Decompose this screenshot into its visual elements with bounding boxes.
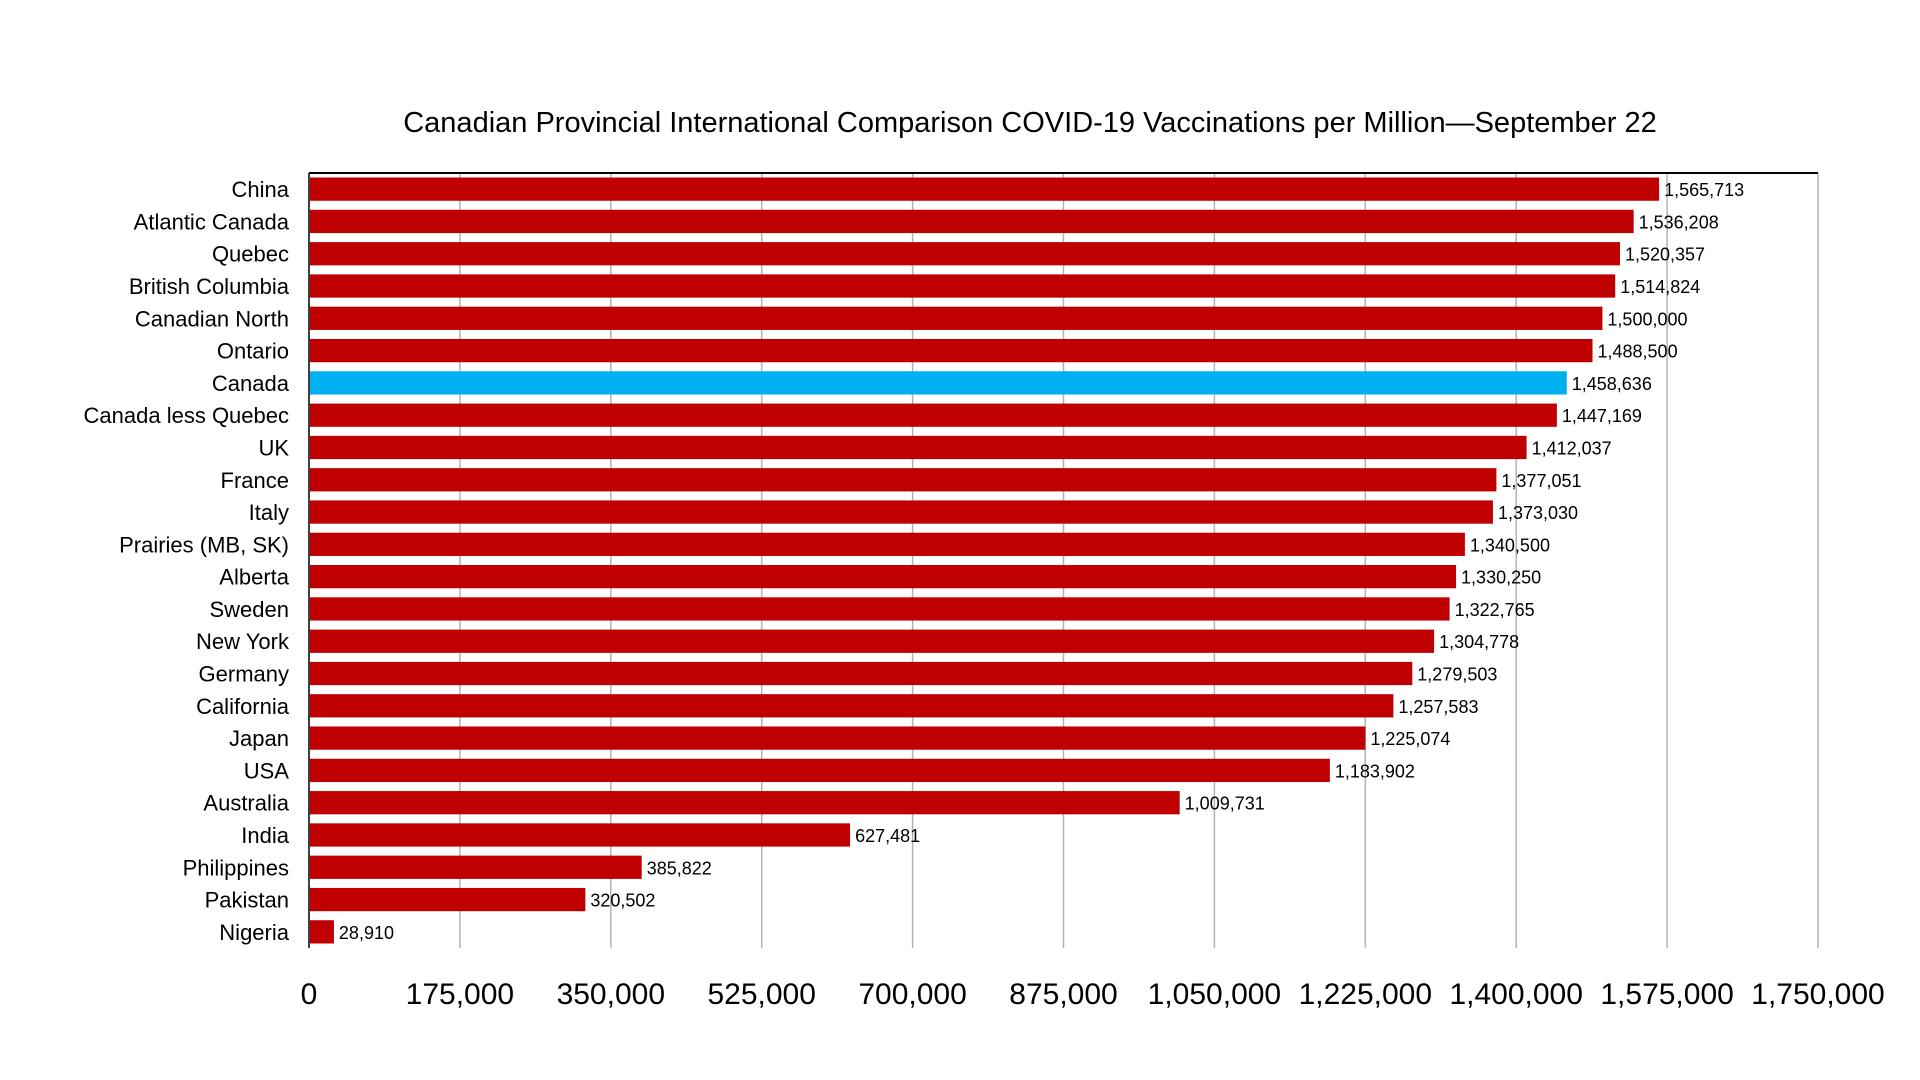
bar-italy [310,500,1493,524]
gridlines [308,172,1819,948]
bar-british-columbia [310,274,1616,298]
data-label: 1,009,731 [1185,794,1265,814]
data-label: 1,373,030 [1498,503,1578,523]
x-tick-labels: 0 175,000 350,000 525,000 700,000 875,000 1,05… [301,978,1885,1011]
data-label: 1,183,902 [1335,761,1415,781]
data-label: 1,447,169 [1562,406,1642,426]
category-label: Sweden [209,597,289,622]
data-label: 1,536,208 [1639,212,1719,232]
category-label: California [196,694,290,719]
data-labels: 1,565,713 1,536,208 1,520,357 1,514,824 1,50… [339,180,1744,943]
bar-canadian-north [310,306,1603,330]
bar-japan [310,726,1366,750]
category-label: China [232,177,290,202]
chart-title: Canadian Provincial International Compar… [403,107,1657,139]
x-tick-label: 1,050,000 [1148,978,1281,1011]
category-label: Germany [199,662,289,687]
bar-india [310,823,851,847]
x-tick-label: 1,400,000 [1449,978,1582,1011]
data-label: 1,500,000 [1607,309,1687,329]
x-tick-label: 700,000 [858,978,966,1011]
data-label: 1,322,765 [1455,600,1535,620]
bar-sweden [310,597,1450,621]
data-label: 1,340,500 [1470,535,1550,555]
bar-nigeria [310,920,334,944]
bar-uk [310,435,1527,460]
category-label: Quebec [212,242,289,267]
category-label: France [221,468,289,493]
data-label: 1,565,713 [1664,180,1744,200]
category-label: USA [244,758,290,783]
category-label: Italy [249,500,289,525]
category-label: Australia [203,791,289,816]
bar-australia [310,791,1180,815]
bar-pakistan [310,887,586,912]
x-tick-label: 350,000 [557,978,665,1011]
data-label: 385,822 [647,858,712,878]
bar-new-york [310,629,1435,653]
data-label: 1,279,503 [1417,665,1497,685]
data-label: 1,412,037 [1532,438,1612,458]
data-label: 320,502 [590,891,655,911]
category-label: Canada [212,371,290,396]
bar-philippines [310,855,642,879]
bar-canada-less-quebec [310,403,1557,427]
data-label: 1,330,250 [1461,568,1541,588]
bar-germany [310,661,1413,686]
data-label: 1,377,051 [1501,471,1581,491]
bar-alberta [310,565,1457,589]
x-tick-label: 875,000 [1009,978,1117,1011]
category-label: Alberta [219,565,289,590]
category-label: Nigeria [219,920,289,945]
category-label: Philippines [183,855,289,880]
data-label: 627,481 [855,826,920,846]
x-tick-label: 0 [301,978,318,1011]
bar-california [310,694,1394,718]
category-label: Pakistan [205,888,289,913]
bars [310,177,1660,944]
data-label: 1,488,500 [1598,342,1678,362]
category-label: New York [196,629,290,654]
data-label: 1,520,357 [1625,245,1705,265]
category-label: Canadian North [135,306,289,331]
bar-atlantic-canada [310,209,1634,234]
data-label: 1,514,824 [1620,277,1700,297]
bar-usa [310,758,1330,783]
data-label: 1,304,778 [1439,632,1519,652]
x-tick-label: 175,000 [406,978,514,1011]
category-label: Atlantic Canada [134,209,290,234]
category-label: UK [258,435,289,460]
category-labels: China Atlantic Canada Quebec British Columb… [84,177,290,945]
category-label: British Columbia [129,274,290,299]
category-label: Ontario [217,339,289,364]
bar-france [310,468,1497,492]
bar-quebec [310,242,1620,266]
data-label: 1,257,583 [1398,697,1478,717]
bar-canada [310,371,1567,395]
x-tick-label: 1,225,000 [1299,978,1432,1011]
x-tick-label: 1,575,000 [1600,978,1733,1011]
data-label: 28,910 [339,923,394,943]
data-label: 1,458,636 [1572,374,1652,394]
category-label: India [241,823,289,848]
category-label: Prairies (MB, SK) [119,532,289,557]
bar-prairies-mb-sk [310,532,1465,556]
category-label: Canada less Quebec [84,403,289,428]
bar-china [310,177,1660,201]
bar-ontario [310,338,1593,363]
data-label: 1,225,074 [1370,729,1450,749]
x-tick-label: 525,000 [707,978,815,1011]
category-label: Japan [229,726,289,751]
x-tick-label: 1,750,000 [1751,978,1884,1011]
